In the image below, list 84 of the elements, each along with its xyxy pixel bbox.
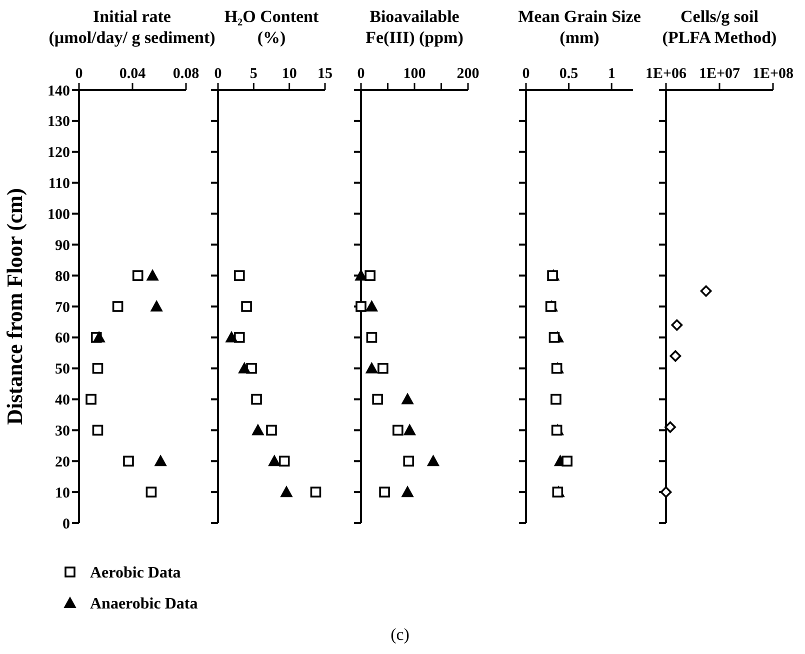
point — [150, 300, 163, 312]
point — [366, 362, 378, 374]
y-tick-label: 140 — [48, 83, 70, 100]
x-axis-title: Initial rate (µmol/day/ g sediment) — [48, 7, 216, 47]
y-tick-label: 50 — [55, 362, 70, 378]
point — [364, 270, 376, 281]
point — [86, 394, 96, 405]
point — [92, 362, 104, 374]
point — [226, 331, 238, 342]
point — [266, 424, 277, 436]
x-tick-label: 0 — [357, 66, 365, 82]
y-tick-label: 30 — [55, 423, 70, 440]
point — [427, 455, 440, 466]
point — [112, 301, 124, 312]
x-tick-label: 15 — [318, 66, 332, 82]
point — [238, 362, 250, 374]
point — [562, 456, 572, 467]
text: (c) — [390, 625, 410, 644]
x-tick-label: 1 — [608, 66, 616, 82]
point — [310, 486, 322, 498]
point — [402, 486, 414, 498]
x-axis-title: H₂O Content (%) — [224, 7, 320, 47]
y-tick-label: 10 — [55, 485, 70, 502]
x-tick-label: 1E+08 — [752, 66, 794, 82]
x-tick-label: 200 — [456, 66, 480, 82]
point — [252, 424, 264, 436]
y-axis-title: Distance from Floor (cm) — [2, 188, 27, 425]
y-tick-label: 130 — [48, 114, 70, 130]
x-tick-label: 10 — [282, 66, 297, 82]
x-tick-label: 0 — [522, 66, 530, 82]
y-tick-label: 20 — [55, 454, 70, 470]
y-tick-label: 0 — [62, 516, 70, 532]
point — [132, 270, 144, 281]
point — [366, 332, 378, 343]
x-tick-label: 1E+07 — [698, 66, 741, 82]
point — [123, 456, 134, 467]
y-tick-label: 40 — [55, 392, 70, 409]
y-tick-label: 120 — [48, 145, 70, 162]
x-tick-label: 0.5 — [559, 66, 578, 82]
y-tick-label: 80 — [55, 268, 70, 285]
point — [378, 362, 388, 374]
x-tick-label: 0.04 — [119, 66, 146, 82]
y-tick-label: 110 — [48, 176, 70, 192]
x-axis-title: Mean Grain Size (mm) — [518, 7, 642, 47]
x-axis-title: Cells/g soil (PLFA Method) — [662, 7, 777, 47]
point — [268, 455, 280, 466]
point — [355, 270, 367, 281]
point — [404, 424, 416, 436]
point — [92, 424, 104, 436]
point — [403, 456, 414, 467]
point — [379, 486, 390, 498]
legend-label: Anaerobic Data — [90, 596, 198, 613]
point — [234, 270, 245, 281]
point — [146, 270, 159, 281]
point — [372, 394, 383, 405]
point — [402, 393, 414, 404]
point — [670, 350, 682, 362]
x-tick-label: 5 — [250, 66, 258, 82]
y-tick-label: 90 — [55, 238, 70, 254]
x-tick-label: 100 — [403, 66, 426, 82]
point — [234, 332, 245, 343]
legend-label: Aerobic Data — [90, 564, 181, 582]
y-tick-label: 60 — [55, 330, 70, 347]
point — [154, 455, 167, 466]
x-tick-label: 1E+06 — [645, 66, 688, 82]
x-axis-title: Bioavailable Fe(III) (ppm) — [366, 7, 464, 47]
point — [146, 486, 157, 498]
x-tick-label: 0.08 — [172, 66, 200, 82]
point — [241, 301, 252, 312]
point — [251, 394, 262, 405]
point — [93, 331, 106, 342]
point — [392, 424, 404, 436]
x-tick-label: 0 — [75, 66, 83, 82]
point — [280, 486, 292, 498]
y-tick-label: 100 — [48, 206, 70, 223]
point — [548, 332, 560, 343]
point — [664, 421, 676, 433]
y-tick-label: 70 — [55, 300, 70, 316]
point — [278, 456, 290, 467]
x-tick-label: 0 — [214, 66, 222, 82]
point — [366, 300, 378, 312]
point — [550, 394, 562, 405]
point — [356, 301, 366, 312]
point — [660, 486, 672, 498]
